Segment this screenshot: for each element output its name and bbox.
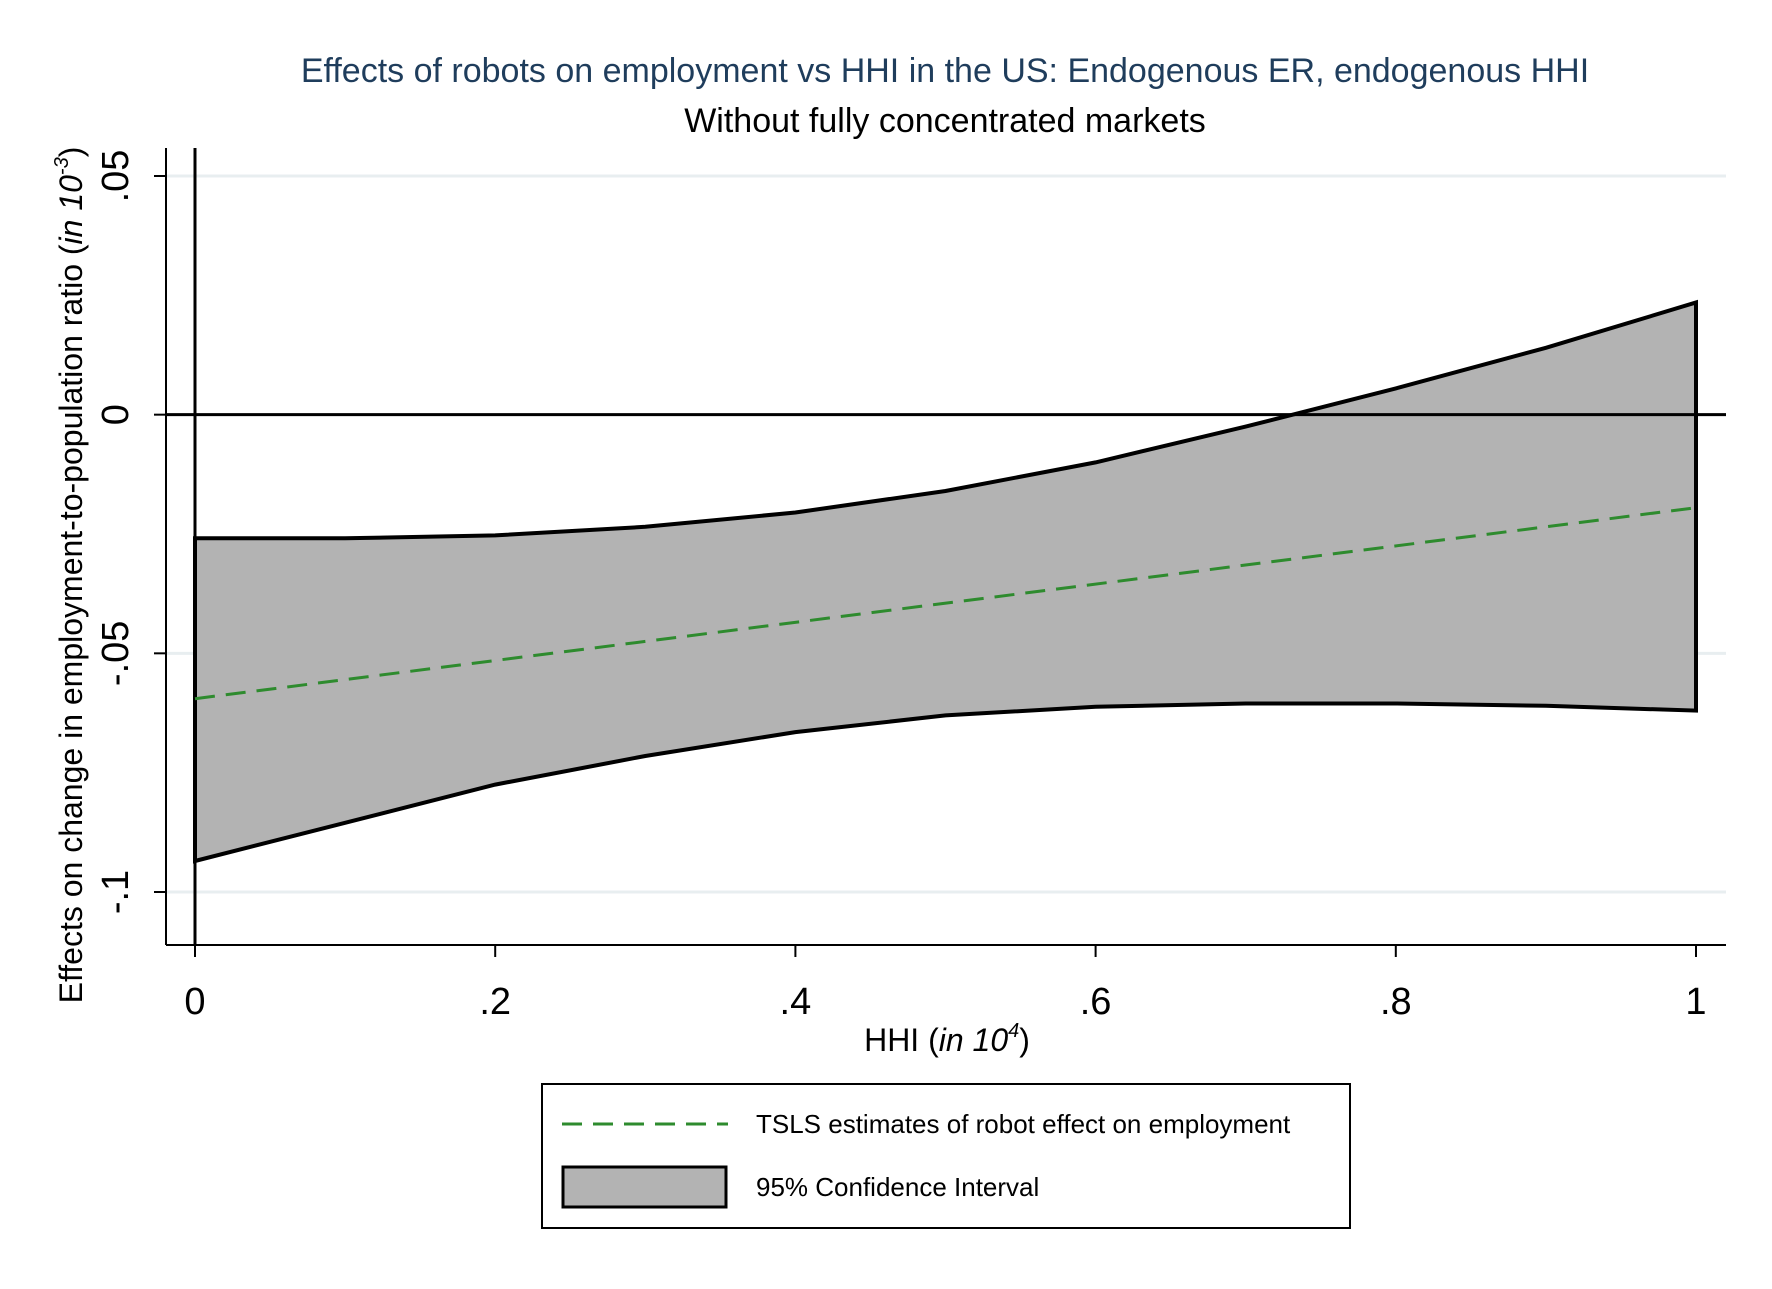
- y-axis-label-plain: Effects on change in employment-to-popul…: [53, 244, 89, 1003]
- x-axis-label: HHI (in 104): [864, 1020, 1030, 1058]
- y-axis-label-italic: in 10: [53, 175, 89, 245]
- reference-lines: [166, 148, 1726, 945]
- y-tick-label-3: .05: [95, 150, 137, 203]
- y-tick-label-2: 0: [95, 404, 137, 425]
- legend-band-swatch: [561, 1165, 728, 1209]
- x-tick-label-2: .4: [780, 981, 812, 1023]
- x-axis-label-sup: 4: [1008, 1020, 1019, 1042]
- x-tick-label-3: .6: [1080, 981, 1112, 1023]
- y-axis-label-sup: -3: [51, 157, 73, 175]
- estimate-line-layer: [194, 506, 1697, 701]
- y-tick-label-1: -.05: [95, 621, 137, 686]
- x-tick-label-5: 1: [1685, 981, 1706, 1023]
- y-axis-label-close: ): [53, 147, 89, 158]
- x-axis-ticks: 0 .2 .4 .6 .8 1: [184, 945, 1707, 1023]
- chart-title: Effects of robots on employment vs HHI i…: [301, 52, 1589, 90]
- y-tick-label-0: -.1: [95, 870, 137, 914]
- x-tick-label-0: 0: [184, 981, 205, 1023]
- x-axis-label-italic: in 10: [939, 1022, 1009, 1058]
- y-axis-ticks: -.1 -.05 0 .05: [95, 150, 166, 914]
- confidence-interval-band: [193, 299, 1698, 864]
- axes: [165, 148, 1726, 946]
- legend-band-label: 95% Confidence Interval: [756, 1172, 1039, 1202]
- y-axis-label: Effects on change in employment-to-popul…: [51, 147, 89, 1004]
- legend: TSLS estimates of robot effect on employ…: [541, 1083, 1351, 1229]
- x-tick-label-1: .2: [479, 981, 511, 1023]
- x-axis-label-close: ): [1019, 1022, 1030, 1058]
- tsls-estimate-line: [194, 506, 1697, 701]
- chart-subtitle: Without fully concentrated markets: [684, 102, 1206, 140]
- x-axis-label-plain: HHI (: [864, 1022, 939, 1058]
- legend-line-label: TSLS estimates of robot effect on employ…: [756, 1109, 1291, 1139]
- x-tick-label-4: .8: [1380, 981, 1412, 1023]
- confidence-band-layer: [193, 299, 1698, 864]
